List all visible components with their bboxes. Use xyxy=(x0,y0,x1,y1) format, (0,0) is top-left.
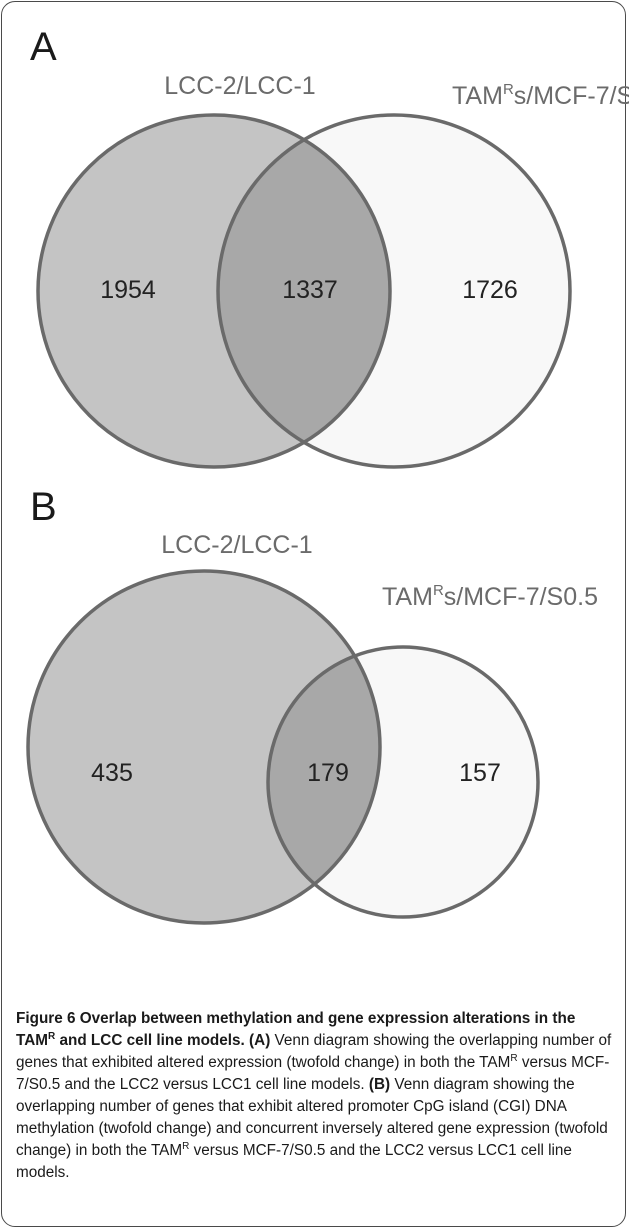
overlap-region-b xyxy=(268,647,380,917)
circle-lcc-a-outline xyxy=(36,113,392,469)
venn-panel-a: A LCC-2/LCC-1 TAMRs/MCF-7/S0.5 1954 1337… xyxy=(30,25,629,469)
set-label-tam-b: TAMRs/MCF-7/S0.5 xyxy=(382,582,598,611)
panel-letter-b: B xyxy=(30,485,57,529)
overlap-region-a xyxy=(218,115,390,467)
circle-tam-b-outline xyxy=(266,645,540,919)
count-lcc-only-a: 1954 xyxy=(100,276,156,304)
caption-text-b: Venn diagram showing the overlapping num… xyxy=(16,1076,608,1181)
set-label-tam-a: TAMRs/MCF-7/S0.5 xyxy=(452,81,629,110)
count-overlap-b: 179 xyxy=(307,759,349,787)
venn-panel-b: B LCC-2/LCC-1 TAMRs/MCF-7/S0.5 435 179 1… xyxy=(26,485,598,925)
set-label-lcc-a: LCC-2/LCC-1 xyxy=(164,72,315,100)
figure-caption: Figure 6 Overlap between methylation and… xyxy=(16,1008,614,1184)
venn-diagrams: A LCC-2/LCC-1 TAMRs/MCF-7/S0.5 1954 1337… xyxy=(26,25,629,925)
caption-title: Figure 6 Overlap between methylation and… xyxy=(16,1010,576,1049)
caption-tag-a: (A) xyxy=(249,1032,271,1049)
circle-tam-a-outline xyxy=(216,113,572,469)
circle-lcc-b-outline xyxy=(26,569,382,925)
caption-tag-b: (B) xyxy=(368,1076,391,1093)
count-overlap-a: 1337 xyxy=(282,276,338,304)
count-lcc-only-b: 435 xyxy=(91,759,133,787)
set-label-lcc-b: LCC-2/LCC-1 xyxy=(161,531,312,559)
count-tam-only-b: 157 xyxy=(459,759,501,787)
count-tam-only-a: 1726 xyxy=(462,276,518,304)
caption-text-a: Venn diagram showing the overlapping num… xyxy=(16,1032,612,1093)
panel-letter-a: A xyxy=(30,25,57,69)
